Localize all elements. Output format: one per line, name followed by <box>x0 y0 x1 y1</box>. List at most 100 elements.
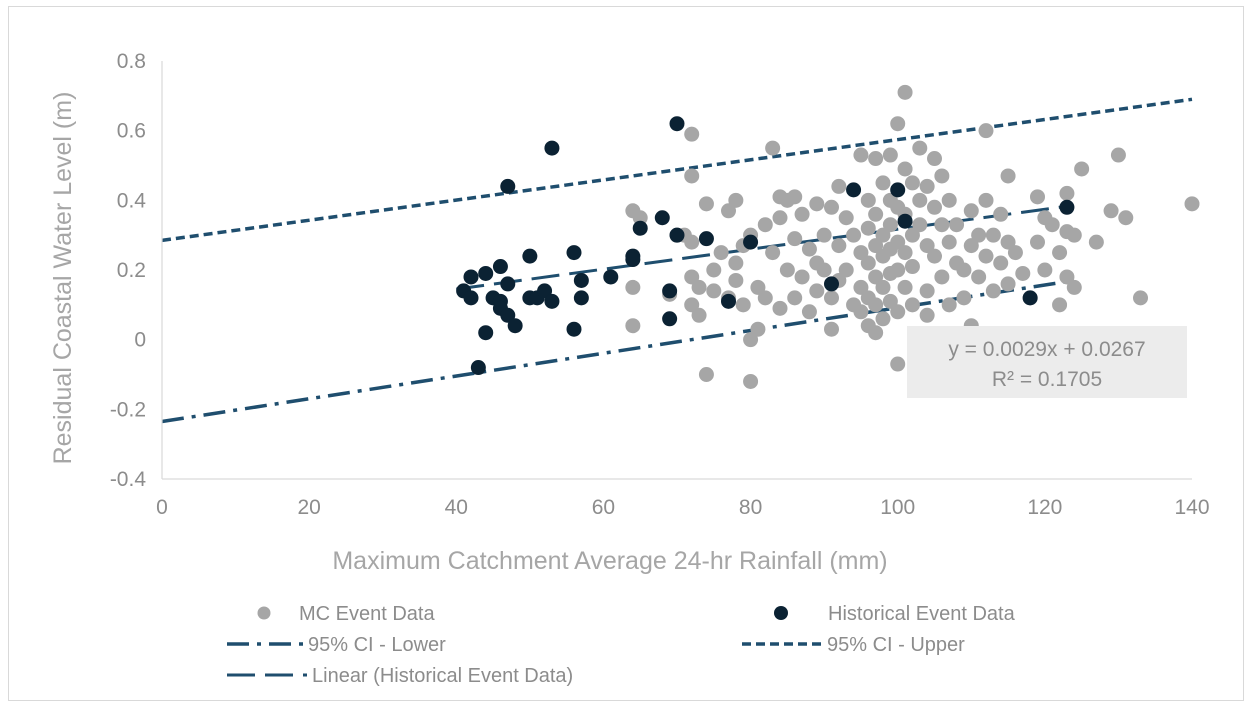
mc-point <box>801 241 817 257</box>
mc-point <box>912 217 928 233</box>
mc-point <box>971 269 987 285</box>
mc-point <box>934 168 950 184</box>
chart-canvas: 0.80.60.40.20-0.2-0.40 20 40 60 80 100 120 140 … <box>49 50 1210 687</box>
mc-point <box>1110 147 1126 163</box>
x-tick-label: 100 <box>880 496 915 519</box>
legend-marker-mc <box>257 606 271 620</box>
mc-point <box>853 147 869 163</box>
mc-point <box>919 283 935 299</box>
historical-point <box>537 283 553 299</box>
mc-point <box>757 290 773 306</box>
historical-point <box>654 210 670 226</box>
historical-point <box>698 231 714 247</box>
mc-point <box>1059 269 1075 285</box>
mc-point <box>824 321 839 337</box>
historical-point <box>669 116 685 132</box>
mc-point <box>684 234 700 250</box>
legend-item-historical-event-data: Historical Event Data <box>774 603 1016 625</box>
mc-point <box>868 151 884 167</box>
historical-point <box>478 325 494 341</box>
mc-point <box>772 300 788 316</box>
mc-point <box>706 283 722 299</box>
mc-point <box>794 269 810 285</box>
historical-point <box>721 293 736 309</box>
mc-point <box>743 332 759 348</box>
mc-point <box>698 367 714 382</box>
mc-point <box>1184 196 1200 212</box>
mc-point <box>934 269 950 285</box>
mc-point <box>625 318 641 334</box>
mc-point <box>860 192 876 208</box>
mc-point <box>853 245 869 261</box>
mc-point <box>927 248 942 264</box>
mc-point <box>743 373 759 389</box>
mc-point <box>875 279 891 295</box>
mc-point <box>831 238 847 254</box>
historical-point <box>566 321 582 337</box>
x-tick-label: 40 <box>445 496 468 519</box>
x-tick-label: 60 <box>592 496 615 519</box>
mc-point <box>1000 276 1016 292</box>
mc-point <box>787 189 803 205</box>
mc-point <box>956 290 972 306</box>
x-tick-label: 80 <box>739 496 762 519</box>
legend-label-historical: Historical Event Data <box>828 603 1016 625</box>
historical-point <box>824 276 839 292</box>
historical-point <box>743 234 759 250</box>
y-tick-label: 0.4 <box>117 189 147 212</box>
mc-point <box>963 238 979 254</box>
mc-point <box>765 140 781 156</box>
regression-equation-box: y = 0.0029x + 0.0267 R² = 0.1705 <box>907 326 1187 398</box>
y-tick-label: 0.8 <box>117 50 146 73</box>
mc-point <box>904 297 920 313</box>
mc-point <box>985 283 1001 299</box>
mc-point <box>728 255 744 271</box>
historical-point <box>478 265 494 281</box>
historical-point <box>544 293 560 309</box>
mc-point <box>993 255 1009 271</box>
legend-item-ci-lower: 95% CI - Lower <box>227 634 446 656</box>
mc-point <box>941 297 957 313</box>
ci-lower-line <box>161 278 1075 424</box>
mc-point <box>706 262 722 278</box>
mc-point <box>890 304 906 320</box>
historical-point <box>1059 199 1075 215</box>
mc-point <box>750 321 766 337</box>
historical-point <box>625 252 641 268</box>
regression-equation: y = 0.0029x + 0.0267 <box>948 338 1145 361</box>
x-tick-label: 120 <box>1027 496 1062 519</box>
mc-point <box>1103 203 1119 219</box>
mc-point <box>684 168 700 184</box>
mc-point <box>1133 290 1148 306</box>
mc-point <box>882 293 898 309</box>
y-tick-label: -0.2 <box>110 398 146 421</box>
mc-point <box>1030 189 1045 205</box>
mc-point <box>824 290 839 306</box>
mc-point <box>919 238 935 254</box>
historical-point <box>890 182 906 198</box>
mc-point <box>1074 161 1090 177</box>
mc-point <box>1052 297 1068 313</box>
historical-point <box>463 290 479 306</box>
historical-point <box>897 213 913 229</box>
mc-point <box>985 227 1001 243</box>
mc-point <box>728 272 744 288</box>
historical-event-points <box>456 116 1075 376</box>
mc-point <box>875 227 891 243</box>
mc-point <box>882 217 898 233</box>
mc-point <box>897 84 913 100</box>
historical-point <box>573 272 589 288</box>
mc-point <box>831 178 847 194</box>
mc-point <box>868 238 884 254</box>
mc-point <box>787 231 803 247</box>
historical-point <box>566 245 582 261</box>
mc-point <box>721 203 736 219</box>
historical-point <box>544 140 560 156</box>
mc-point <box>941 234 957 250</box>
mc-point <box>971 227 987 243</box>
historical-point <box>846 182 862 198</box>
mc-point <box>904 175 920 191</box>
historical-point <box>522 248 538 264</box>
regression-equation-background <box>907 326 1187 398</box>
x-tick-label: 20 <box>297 496 320 519</box>
